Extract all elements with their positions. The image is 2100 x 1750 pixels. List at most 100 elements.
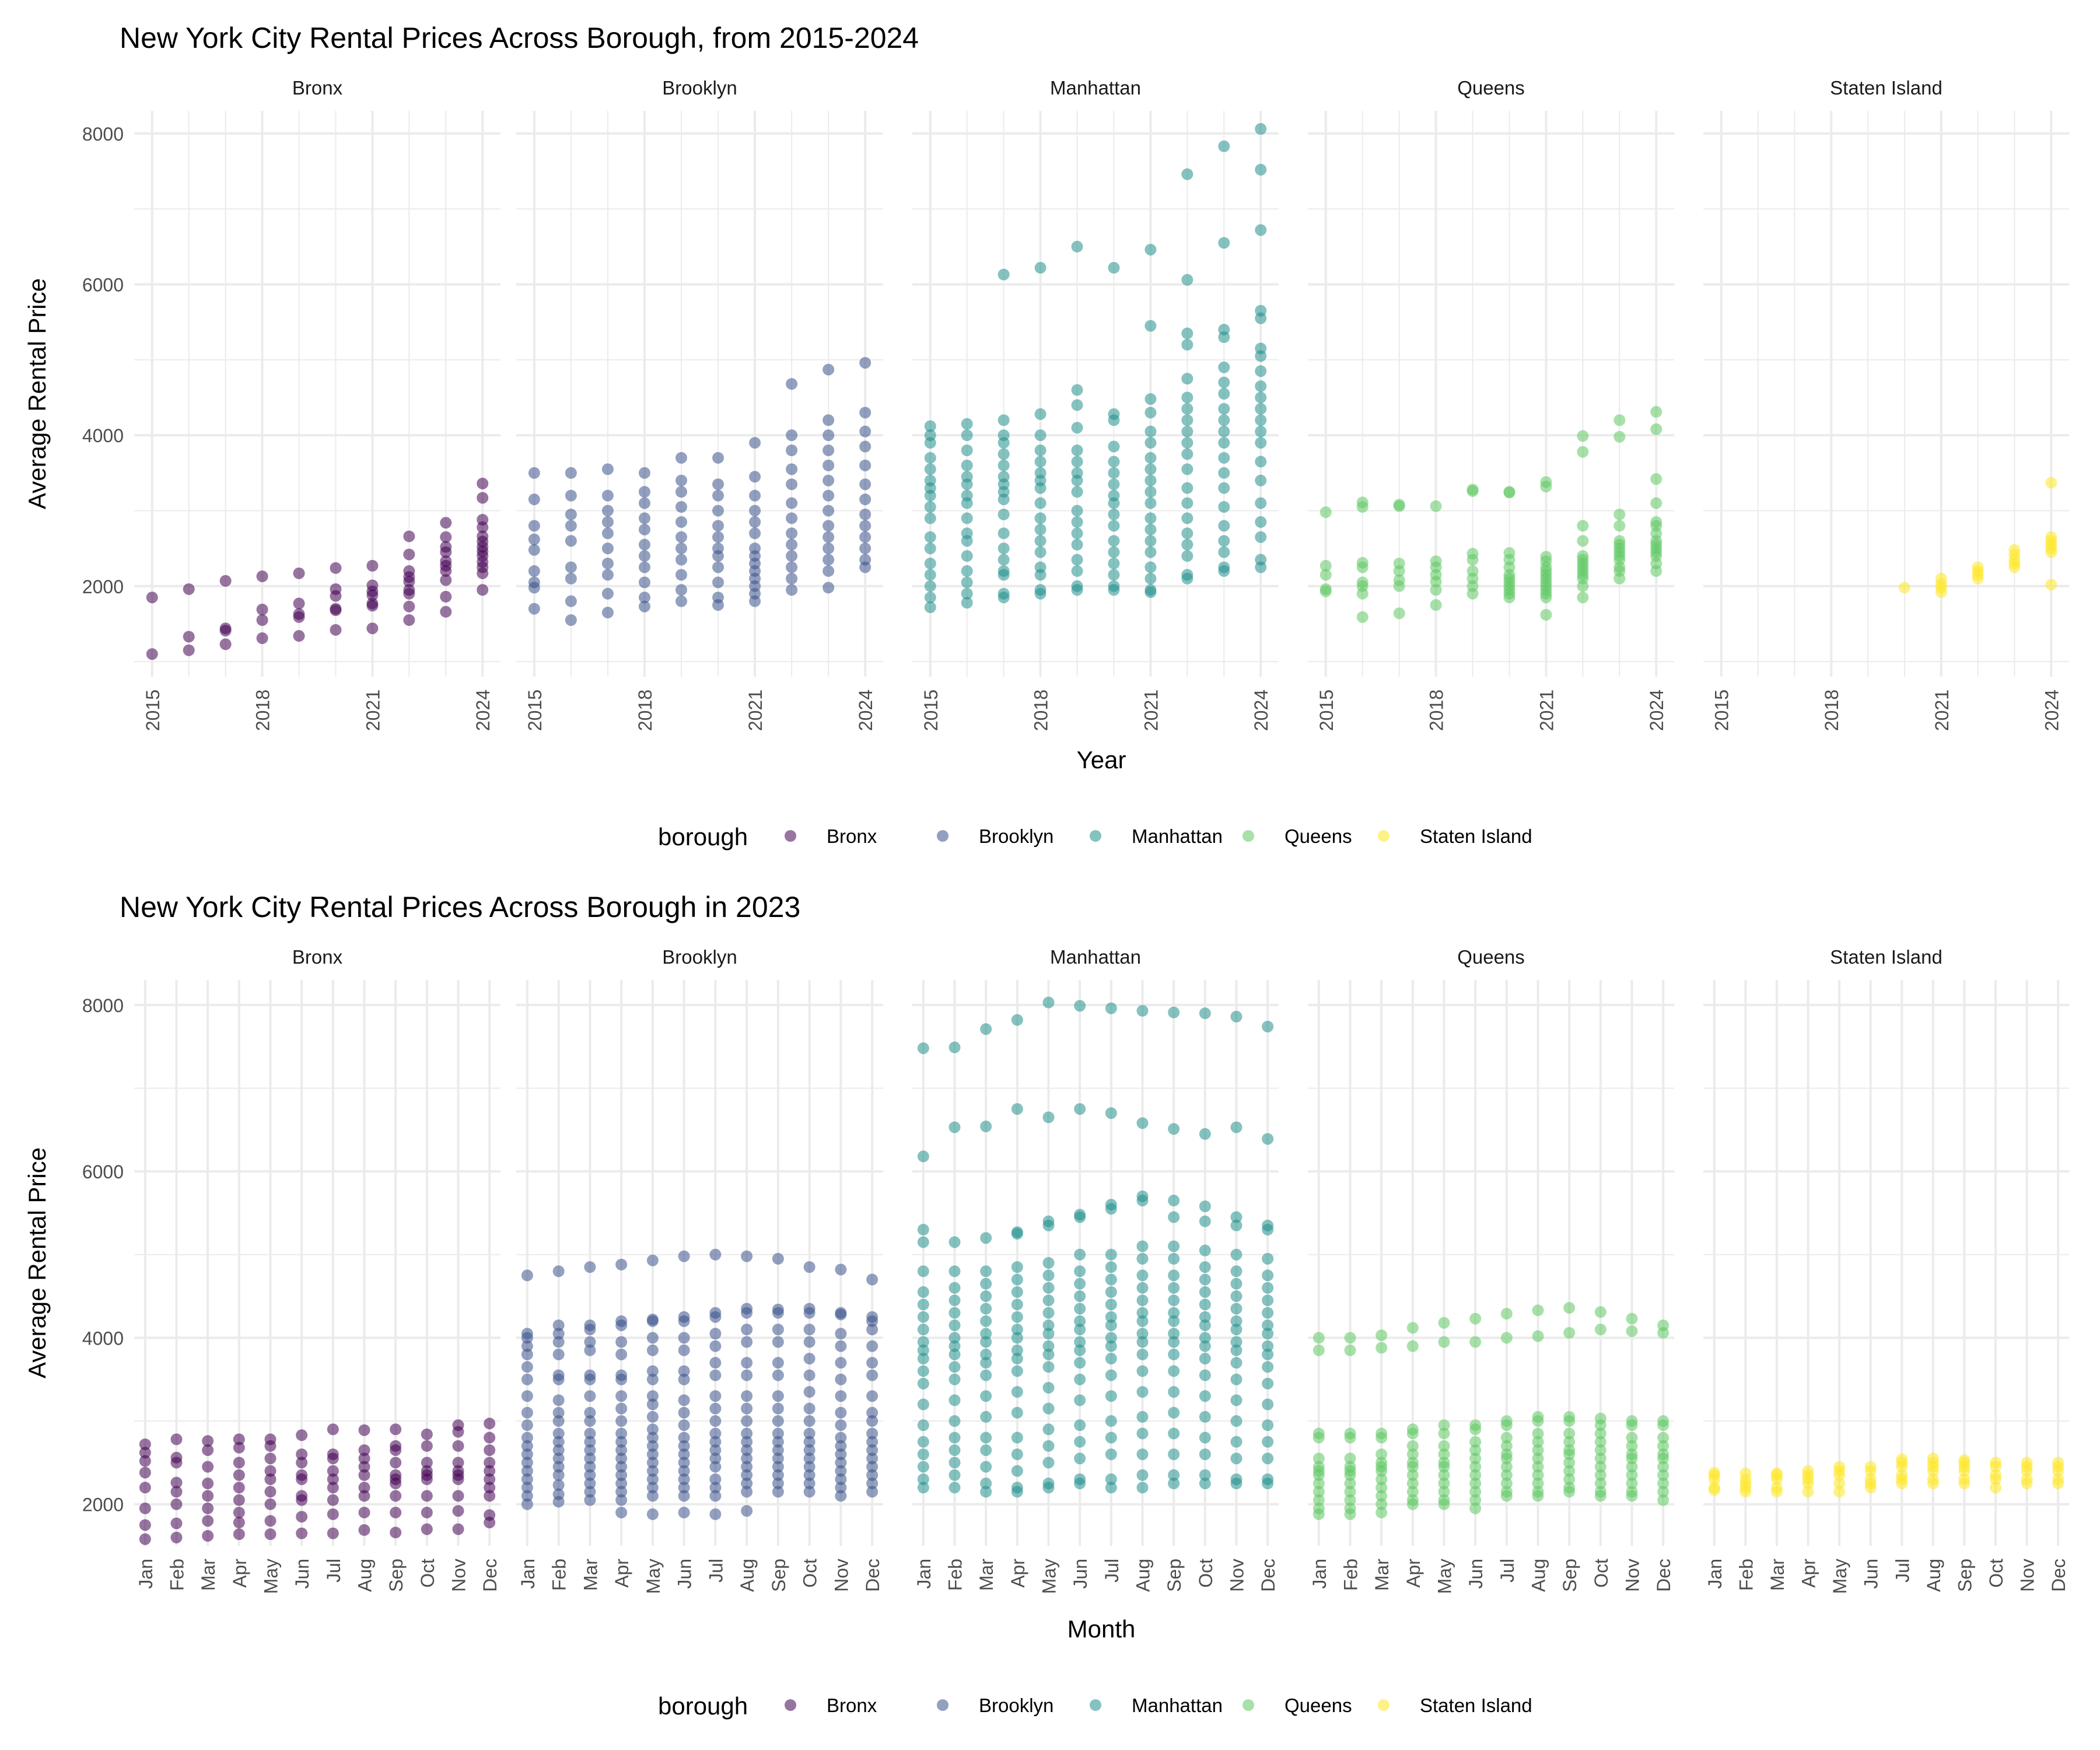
data-point (1563, 1473, 1576, 1485)
data-point (528, 565, 540, 577)
data-point (949, 1236, 961, 1248)
data-point (552, 1436, 565, 1448)
legend-key (1090, 1699, 1101, 1711)
x-tick-label: Feb (549, 1559, 570, 1591)
data-point (1144, 437, 1157, 449)
data-point (1438, 1448, 1450, 1461)
x-tick-label: Mar (976, 1559, 997, 1591)
data-point (646, 1508, 659, 1520)
data-point (980, 1278, 992, 1290)
data-point (1199, 1353, 1211, 1365)
data-point (1262, 1377, 1274, 1390)
data-point (330, 583, 342, 595)
data-point (1042, 1478, 1055, 1490)
data-point (1074, 1394, 1086, 1406)
data-point (403, 600, 415, 612)
data-point (835, 1357, 847, 1369)
data-point (1406, 1457, 1419, 1469)
data-point (1594, 1436, 1606, 1448)
data-point (296, 1448, 308, 1461)
data-point (1262, 1219, 1274, 1231)
data-point (170, 1531, 183, 1544)
data-point (1540, 608, 1552, 621)
data-point (1972, 561, 1984, 573)
data-point (1144, 572, 1157, 584)
data-point (1376, 1482, 1388, 1494)
data-point (859, 531, 872, 543)
data-point (678, 1365, 690, 1377)
data-point (1833, 1486, 1846, 1498)
data-point (1563, 1465, 1576, 1477)
data-point (1393, 499, 1405, 511)
data-point (998, 508, 1010, 520)
data-point (1626, 1325, 1638, 1337)
data-point (822, 554, 835, 566)
data-point (601, 587, 614, 600)
data-point (772, 1461, 784, 1473)
data-point (1108, 535, 1120, 547)
data-point (1074, 1324, 1086, 1336)
data-point (264, 1465, 276, 1477)
data-point (709, 1248, 722, 1261)
data-point (803, 1444, 816, 1456)
data-point (1181, 402, 1194, 415)
data-point (822, 489, 835, 502)
data-point (1500, 1486, 1513, 1498)
data-point (980, 1348, 992, 1360)
data-point (835, 1307, 847, 1319)
legend-label: Brooklyn (979, 825, 1054, 847)
x-tick-label: Jan (914, 1559, 935, 1589)
data-point (741, 1452, 753, 1465)
data-point (859, 494, 872, 506)
data-point (1199, 1273, 1211, 1286)
data-point (1594, 1461, 1606, 1473)
data-point (949, 1265, 961, 1278)
data-point (1042, 1440, 1055, 1452)
data-point (1071, 565, 1083, 577)
data-point (741, 1402, 753, 1415)
data-point (1042, 1111, 1055, 1124)
data-point (678, 1457, 690, 1469)
data-point (1034, 408, 1046, 420)
data-point (233, 1482, 245, 1494)
data-point (998, 471, 1010, 483)
data-point (709, 1508, 722, 1520)
data-point (521, 1448, 533, 1461)
data-point (1144, 523, 1157, 536)
data-point (678, 1440, 690, 1452)
data-point (1144, 463, 1157, 475)
data-point (1108, 408, 1120, 420)
data-point (859, 554, 872, 566)
data-point (1262, 1269, 1274, 1282)
data-point (917, 1223, 929, 1236)
data-point (1199, 1340, 1211, 1352)
facet-label: Queens (1457, 77, 1525, 99)
data-point (1168, 1427, 1180, 1440)
data-point (646, 1457, 659, 1469)
data-point (822, 459, 835, 471)
data-point (866, 1340, 878, 1352)
data-point (835, 1406, 847, 1419)
legend-label: Manhattan (1132, 825, 1223, 847)
data-point (866, 1390, 878, 1402)
data-point (1168, 1240, 1180, 1252)
data-point (678, 1506, 690, 1518)
data-point (1108, 546, 1120, 558)
data-point (477, 513, 489, 526)
x-axis-label: Year (1077, 746, 1126, 774)
data-point (233, 1494, 245, 1506)
x-tick-label: 2024 (1251, 690, 1272, 731)
data-point (327, 1508, 339, 1520)
data-point (1011, 1465, 1023, 1477)
legend-key (1242, 1699, 1254, 1711)
data-point (1105, 1473, 1117, 1485)
data-point (675, 554, 687, 566)
legend-key (1378, 1699, 1390, 1711)
data-point (1262, 1348, 1274, 1360)
x-tick-label: Jan (1704, 1559, 1726, 1589)
legend-key (937, 830, 949, 842)
data-point (678, 1465, 690, 1477)
data-point (1312, 1478, 1325, 1490)
data-point (1563, 1482, 1576, 1494)
data-point (484, 1444, 496, 1456)
